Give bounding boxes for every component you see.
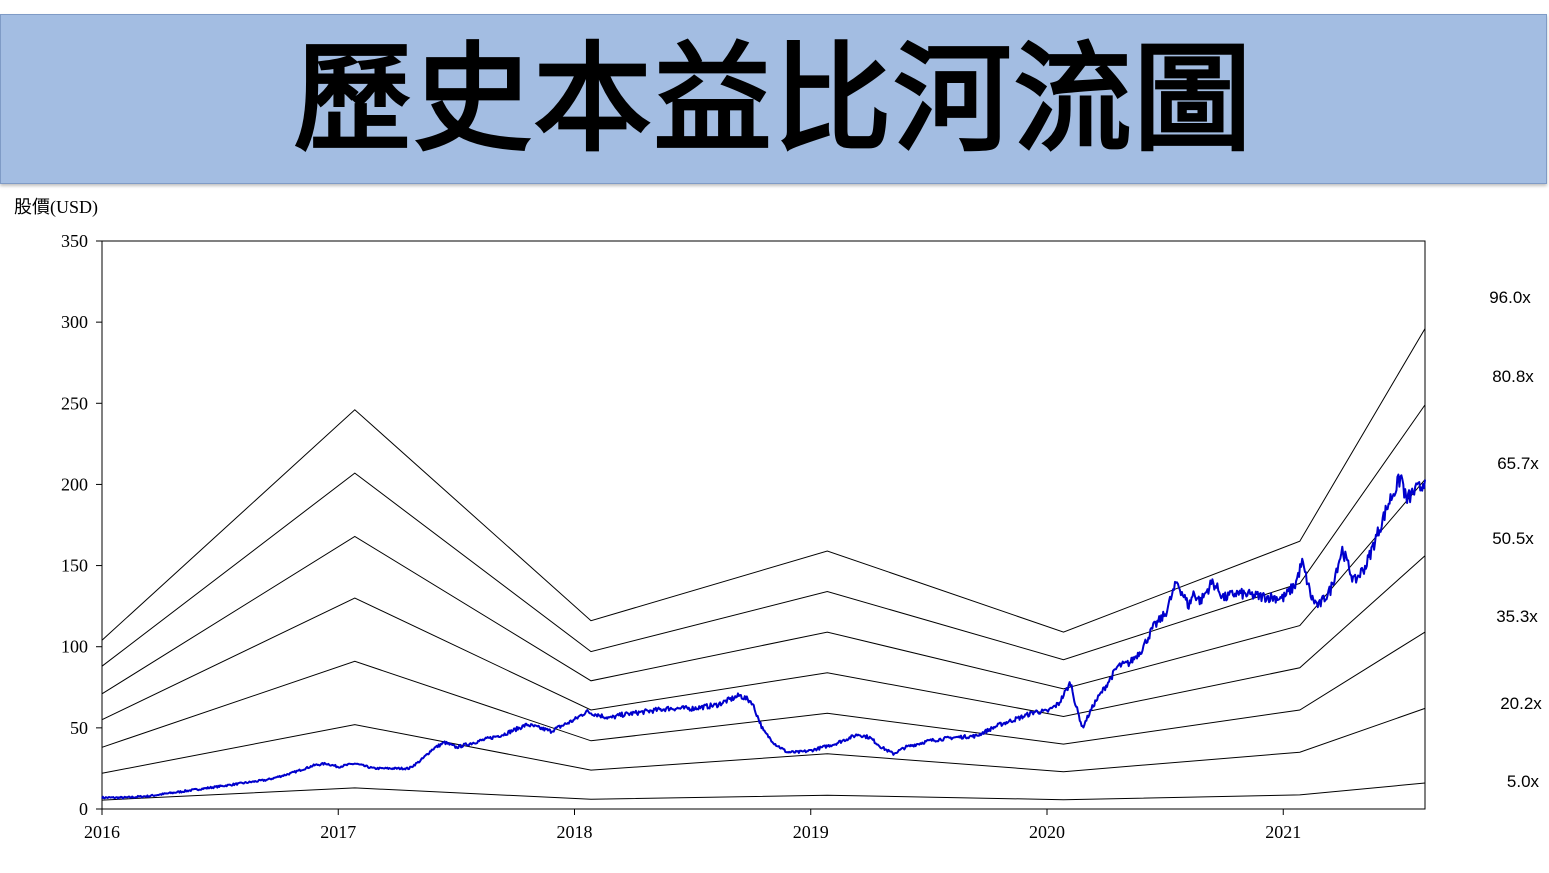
y-tick-label: 300 [61,312,88,332]
y-tick-label: 150 [61,556,88,576]
x-tick-label: 2016 [84,822,120,842]
x-tick-label: 2018 [557,822,593,842]
pe-band-line [101,555,1426,721]
pe-band-label: 65.7x [1497,454,1539,473]
stock-price-line [101,473,1426,800]
y-tick-label: 50 [70,718,88,738]
pe-band-line [101,707,1426,774]
y-tick-label: 100 [61,637,88,657]
pe-band-line [101,479,1426,695]
y-tick-label: 350 [61,231,88,251]
pe-band-line [101,404,1426,667]
x-tick-label: 2017 [320,822,356,842]
pe-band-label: 50.5x [1492,529,1534,548]
pe-band-label: 35.3x [1496,607,1538,626]
y-tick-label: 0 [79,799,88,819]
y-tick-label: 250 [61,393,88,413]
pe-band-line [101,631,1426,748]
pe-band-label: 96.0x [1489,288,1531,307]
pe-band-label: 5.0x [1507,772,1540,791]
pe-band-label: 20.2x [1500,694,1542,713]
x-tick-label: 2020 [1029,822,1065,842]
y-tick-label: 200 [61,474,88,494]
title-banner: 歷史本益比河流圖 [0,14,1547,184]
pe-band-label: 80.8x [1492,367,1534,386]
page-title: 歷史本益比河流圖 [293,30,1254,168]
plot-frame [101,240,1426,810]
x-tick-label: 2019 [793,822,829,842]
pe-band-line [101,782,1426,801]
y-axis-label: 股價(USD) [14,197,98,217]
pe-band-line [101,328,1426,641]
x-tick-label: 2021 [1265,822,1301,842]
